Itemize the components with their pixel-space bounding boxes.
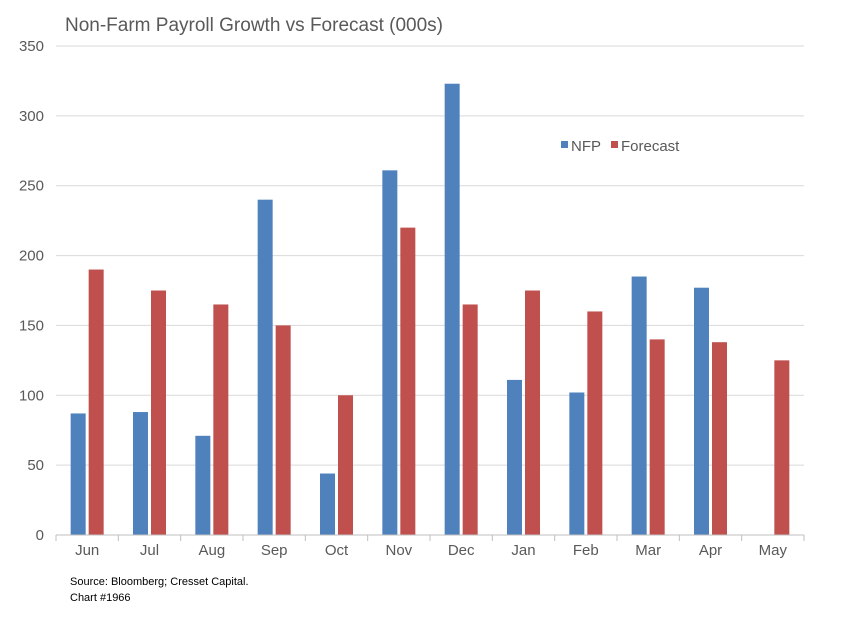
bar-forecast-apr: [712, 342, 727, 535]
x-tick-label: Feb: [573, 542, 599, 559]
x-tick-label: Jul: [140, 542, 159, 559]
bar-nfp-aug: [195, 435, 211, 535]
x-tick-label: Sep: [261, 542, 288, 559]
bar-forecast-jul: [151, 290, 166, 535]
bar-forecast-jan: [525, 290, 540, 535]
bar-forecast-mar: [649, 339, 665, 535]
x-tick-label: Mar: [635, 542, 661, 559]
bar-forecast-nov: [400, 227, 416, 535]
bar-forecast-may: [774, 360, 790, 535]
x-tick-label: Dec: [448, 542, 475, 559]
x-tick-label: Nov: [385, 542, 412, 559]
bar-forecast-feb: [587, 311, 603, 535]
x-tick-label: Jan: [511, 542, 535, 559]
legend-label-nfp: NFP: [571, 138, 601, 155]
x-tick-label: Jun: [75, 542, 99, 559]
bar-nfp-jan: [507, 379, 522, 535]
y-tick-label: 300: [19, 108, 44, 125]
bar-forecast-aug: [213, 304, 229, 535]
bar-forecast-oct: [338, 395, 353, 535]
y-tick-label: 100: [19, 387, 44, 404]
bar-nfp-dec: [444, 83, 460, 536]
chart-title: Non-Farm Payroll Growth vs Forecast (000…: [65, 15, 443, 36]
bar-nfp-oct: [320, 473, 335, 535]
legend-swatch-forecast: [611, 141, 618, 148]
x-tick-label: Aug: [198, 542, 225, 559]
y-tick-label: 200: [19, 248, 44, 265]
bar-forecast-jun: [88, 269, 104, 535]
bar-nfp-apr: [694, 287, 709, 535]
bar-nfp-sep: [257, 199, 273, 535]
bar-forecast-sep: [275, 325, 291, 535]
legend-swatch-nfp: [561, 141, 568, 148]
bar-nfp-nov: [382, 170, 398, 536]
y-tick-label: 50: [27, 457, 44, 474]
y-tick-label: 250: [19, 178, 44, 195]
x-tick-label: Oct: [325, 542, 349, 559]
bar-nfp-jun: [70, 413, 86, 535]
bar-forecast-dec: [462, 304, 478, 535]
source-text: Source: Bloomberg; Cresset Capital.: [70, 576, 249, 588]
x-tick-label: May: [759, 542, 788, 559]
bar-nfp-mar: [631, 276, 647, 535]
y-tick-label: 0: [36, 527, 44, 544]
y-tick-label: 350: [19, 38, 44, 55]
y-tick-label: 150: [19, 317, 44, 334]
bar-nfp-feb: [569, 392, 585, 535]
source-note: Source: Bloomberg; Cresset Capital. Char…: [70, 574, 249, 606]
chart-id-text: Chart #1966: [70, 592, 131, 604]
bar-nfp-jul: [133, 412, 148, 535]
x-tick-label: Apr: [699, 542, 722, 559]
legend-label-forecast: Forecast: [621, 138, 680, 155]
